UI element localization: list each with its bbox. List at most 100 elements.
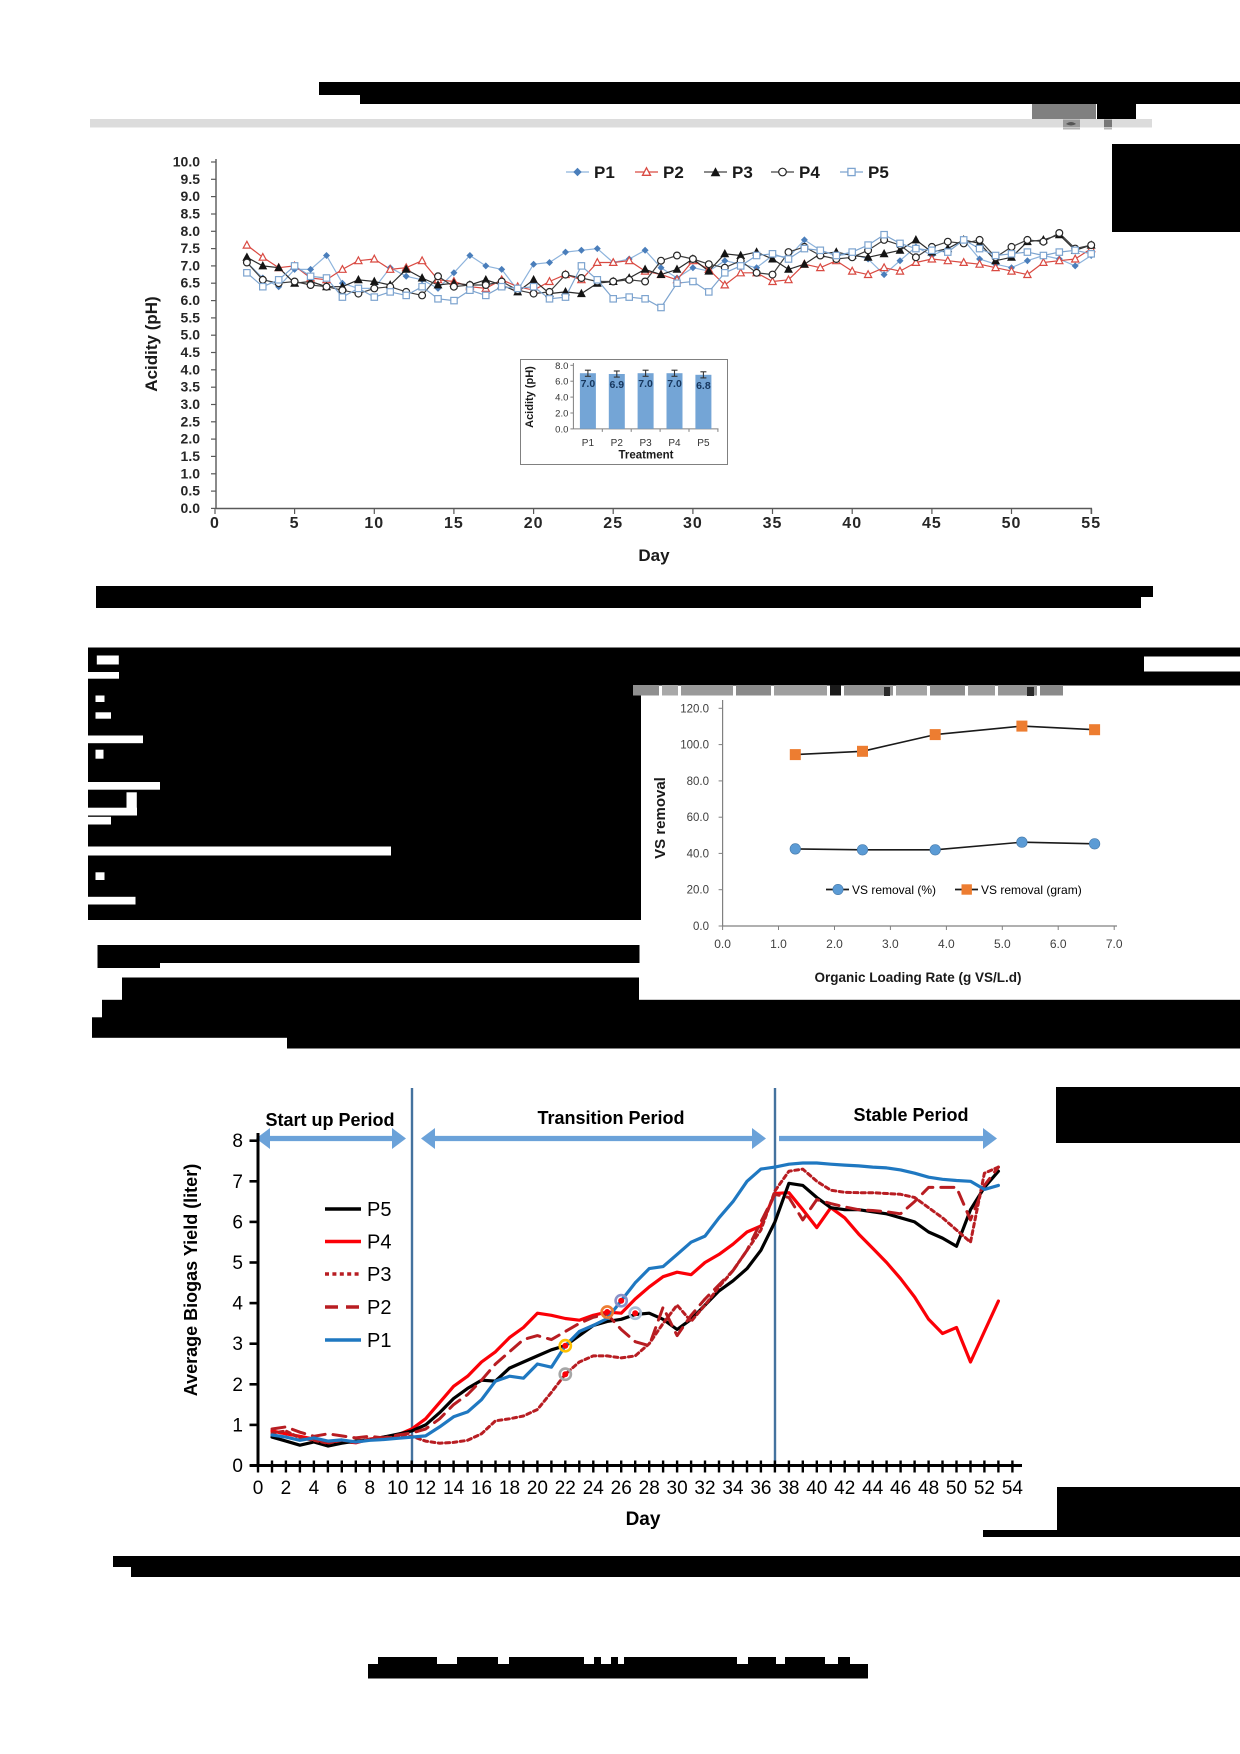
- svg-text:5.5: 5.5: [181, 309, 201, 325]
- svg-text:3.5: 3.5: [181, 379, 201, 395]
- svg-text:52: 52: [974, 1478, 995, 1499]
- svg-text:P5: P5: [367, 1199, 391, 1221]
- svg-text:0.0: 0.0: [693, 921, 709, 933]
- svg-text:54: 54: [1002, 1478, 1024, 1499]
- svg-text:10: 10: [364, 515, 384, 532]
- svg-text:P3: P3: [367, 1264, 391, 1286]
- svg-text:9.5: 9.5: [181, 171, 201, 187]
- svg-text:8.0: 8.0: [555, 361, 568, 372]
- svg-text:1.0: 1.0: [181, 465, 201, 481]
- svg-text:7.0: 7.0: [181, 257, 201, 273]
- svg-text:P4: P4: [668, 438, 681, 449]
- svg-text:Transition Period: Transition Period: [537, 1108, 684, 1128]
- svg-text:P2: P2: [367, 1297, 391, 1319]
- svg-text:P4: P4: [367, 1232, 391, 1254]
- svg-text:5.0: 5.0: [181, 327, 201, 343]
- svg-text:Treatment: Treatment: [619, 450, 674, 462]
- svg-text:50: 50: [1002, 515, 1022, 532]
- svg-text:VS removal (gram): VS removal (gram): [981, 883, 1082, 897]
- svg-text:VS removal: VS removal: [652, 777, 669, 859]
- svg-text:6.8: 6.8: [696, 380, 711, 392]
- svg-text:P2: P2: [663, 163, 684, 182]
- svg-text:P5: P5: [697, 438, 710, 449]
- svg-text:P1: P1: [367, 1330, 391, 1352]
- svg-text:P3: P3: [639, 438, 652, 449]
- svg-text:10: 10: [387, 1478, 408, 1499]
- svg-text:6: 6: [337, 1478, 348, 1499]
- svg-text:48: 48: [918, 1478, 939, 1499]
- svg-text:0: 0: [253, 1478, 264, 1499]
- svg-text:30: 30: [683, 515, 703, 532]
- svg-text:P1: P1: [582, 438, 595, 449]
- svg-text:0.5: 0.5: [181, 483, 201, 499]
- svg-text:60.0: 60.0: [687, 812, 709, 824]
- svg-text:36: 36: [750, 1478, 771, 1499]
- svg-text:7.0: 7.0: [667, 378, 682, 390]
- svg-text:1.5: 1.5: [181, 448, 201, 464]
- svg-text:3: 3: [232, 1334, 243, 1355]
- svg-text:18: 18: [499, 1478, 520, 1499]
- svg-text:3.0: 3.0: [882, 937, 899, 951]
- svg-text:28: 28: [639, 1478, 660, 1499]
- svg-text:2.0: 2.0: [826, 937, 843, 951]
- svg-text:7.5: 7.5: [181, 240, 201, 256]
- svg-text:VS removal (%): VS removal (%): [852, 883, 936, 897]
- svg-text:4.0: 4.0: [555, 393, 568, 404]
- svg-text:4.0: 4.0: [938, 937, 955, 951]
- svg-text:34: 34: [722, 1478, 744, 1499]
- svg-text:Start up Period: Start up Period: [265, 1110, 394, 1130]
- svg-text:4: 4: [232, 1294, 243, 1315]
- svg-text:P2: P2: [611, 438, 624, 449]
- svg-text:7: 7: [232, 1172, 243, 1193]
- svg-text:0.0: 0.0: [714, 937, 731, 951]
- svg-text:7.0: 7.0: [638, 378, 653, 390]
- svg-text:6.0: 6.0: [555, 377, 568, 388]
- svg-text:Day: Day: [638, 546, 670, 565]
- svg-text:80.0: 80.0: [687, 776, 709, 788]
- svg-text:5: 5: [290, 515, 300, 532]
- svg-text:3.0: 3.0: [181, 396, 201, 412]
- svg-text:7.0: 7.0: [1106, 937, 1123, 951]
- svg-text:6.0: 6.0: [181, 292, 201, 308]
- svg-text:Organic Loading Rate (g VS/L.d: Organic Loading Rate (g VS/L.d): [814, 970, 1021, 985]
- svg-text:5.0: 5.0: [994, 937, 1011, 951]
- svg-text:9.0: 9.0: [181, 188, 201, 204]
- svg-text:15: 15: [444, 515, 464, 532]
- svg-text:2: 2: [281, 1478, 292, 1499]
- svg-text:Day: Day: [626, 1509, 661, 1530]
- svg-text:0.0: 0.0: [555, 424, 568, 435]
- svg-text:35: 35: [763, 515, 783, 532]
- svg-text:20.0: 20.0: [687, 885, 709, 897]
- svg-text:Average Biogas Yield (liter): Average Biogas Yield (liter): [181, 1164, 201, 1396]
- svg-text:8.0: 8.0: [181, 223, 201, 239]
- svg-text:25: 25: [603, 515, 623, 532]
- svg-text:55: 55: [1081, 515, 1101, 532]
- svg-text:Acidity (pH): Acidity (pH): [524, 366, 536, 428]
- svg-text:2.0: 2.0: [555, 409, 568, 420]
- svg-text:45: 45: [922, 515, 942, 532]
- svg-text:38: 38: [778, 1478, 799, 1499]
- svg-text:0: 0: [210, 515, 220, 532]
- svg-text:2.5: 2.5: [181, 413, 201, 429]
- svg-text:4.0: 4.0: [181, 361, 201, 377]
- svg-text:12: 12: [415, 1478, 436, 1499]
- svg-text:40.0: 40.0: [687, 848, 709, 860]
- svg-text:Acidity (pH): Acidity (pH): [142, 296, 161, 391]
- svg-text:Stable Period: Stable Period: [853, 1105, 968, 1125]
- svg-text:40: 40: [842, 515, 862, 532]
- svg-text:40: 40: [806, 1478, 827, 1499]
- svg-text:20: 20: [524, 515, 544, 532]
- svg-text:32: 32: [694, 1478, 715, 1499]
- svg-text:44: 44: [862, 1478, 884, 1499]
- svg-text:2.0: 2.0: [181, 431, 201, 447]
- svg-text:6.9: 6.9: [609, 379, 624, 391]
- svg-text:P4: P4: [799, 163, 820, 182]
- svg-text:42: 42: [834, 1478, 855, 1499]
- svg-text:6.0: 6.0: [1050, 937, 1067, 951]
- svg-text:6: 6: [232, 1212, 243, 1233]
- svg-text:26: 26: [611, 1478, 632, 1499]
- svg-text:7.0: 7.0: [581, 378, 596, 390]
- svg-text:6.5: 6.5: [181, 275, 201, 291]
- svg-text:0.0: 0.0: [181, 500, 201, 516]
- svg-text:30: 30: [667, 1478, 688, 1499]
